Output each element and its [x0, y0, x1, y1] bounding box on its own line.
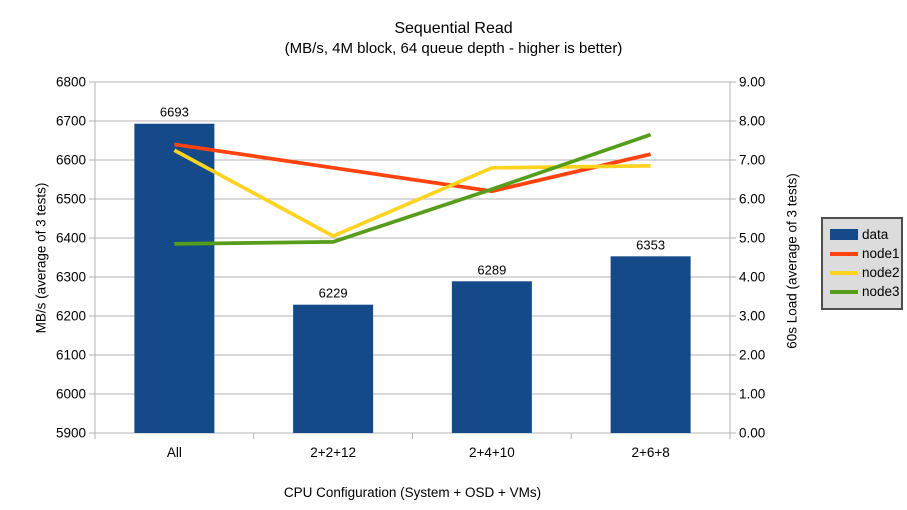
tick-labels: 5900 6000 6100 6200 6300 6400 6500 6600 6700 6800…	[56, 75, 765, 461]
legend-label: node3	[862, 284, 900, 299]
y-right-tick-label: 3.00	[739, 309, 765, 324]
line-node3	[174, 132, 652, 246]
x-category-label: All	[167, 445, 182, 460]
legend-swatch-node1-icon	[830, 251, 858, 256]
x-category-label: 2+2+12	[310, 445, 356, 460]
y-right-tick-label: 6.00	[739, 192, 765, 207]
line-series-node2	[173, 148, 651, 239]
legend: data node1 node2 node3	[821, 217, 903, 310]
bar	[134, 123, 215, 433]
legend-label: node1	[862, 246, 900, 261]
bar-series-data: 6693 6229 6289 6353	[134, 105, 691, 433]
legend-label: node2	[862, 265, 900, 280]
x-category-label: 2+4+10	[469, 445, 515, 460]
bar	[293, 304, 374, 433]
y-left-tick-label: 6600	[56, 153, 86, 168]
line-series-node3	[174, 132, 652, 246]
y-right-tick-label: 4.00	[739, 270, 765, 285]
line-node2	[173, 148, 651, 239]
y-right-tick-label: 5.00	[739, 231, 765, 246]
y-right-tick-label: 2.00	[739, 348, 765, 363]
legend-item-node1: node1	[823, 244, 901, 263]
y-left-tick-label: 6500	[56, 192, 86, 207]
y-left-tick-label: 6100	[56, 348, 86, 363]
y-left-tick-label: 5900	[56, 426, 86, 441]
bar-value-label: 6289	[477, 262, 506, 277]
y-left-tick-label: 6300	[56, 270, 86, 285]
bar-value-label: 6693	[160, 105, 189, 120]
bar-value-label: 6353	[636, 237, 665, 252]
legend-swatch-data-icon	[830, 229, 858, 240]
legend-swatch-node2-icon	[830, 270, 858, 275]
y-right-tick-label: 1.00	[739, 387, 765, 402]
legend-item-node2: node2	[823, 263, 901, 282]
bar-value-label: 6229	[319, 286, 348, 301]
chart-title-block: Sequential Read (MB/s, 4M block, 64 queu…	[0, 18, 907, 59]
y-right-tick-label: 8.00	[739, 114, 765, 129]
y-axis-label-left: MB/s (average of 3 tests)	[33, 182, 49, 334]
y-left-tick-label: 6000	[56, 387, 86, 402]
bar	[610, 256, 691, 433]
legend-label: data	[862, 227, 889, 242]
chart-title: Sequential Read	[394, 20, 513, 37]
y-right-tick-label: 0.00	[739, 426, 765, 441]
y-left-tick-label: 6400	[56, 231, 86, 246]
legend-swatch-node3-icon	[830, 289, 858, 294]
y-right-tick-label: 9.00	[739, 75, 765, 90]
line-series-node1	[174, 142, 652, 194]
y-left-tick-label: 6700	[56, 114, 86, 129]
legend-item-data: data	[823, 225, 901, 244]
y-axis-label-right: 60s Load (average of 3 tests)	[784, 173, 800, 349]
legend-item-node3: node3	[823, 282, 901, 301]
chart-subtitle: (MB/s, 4M block, 64 queue depth - higher…	[284, 40, 623, 58]
x-category-label: 2+6+8	[631, 445, 669, 460]
y-left-tick-label: 6200	[56, 309, 86, 324]
line-node1	[174, 142, 652, 194]
y-right-tick-label: 7.00	[739, 153, 765, 168]
x-axis-label: CPU Configuration (System + OSD + VMs)	[283, 485, 542, 500]
bar	[451, 281, 532, 433]
y-left-tick-label: 6800	[56, 75, 86, 90]
